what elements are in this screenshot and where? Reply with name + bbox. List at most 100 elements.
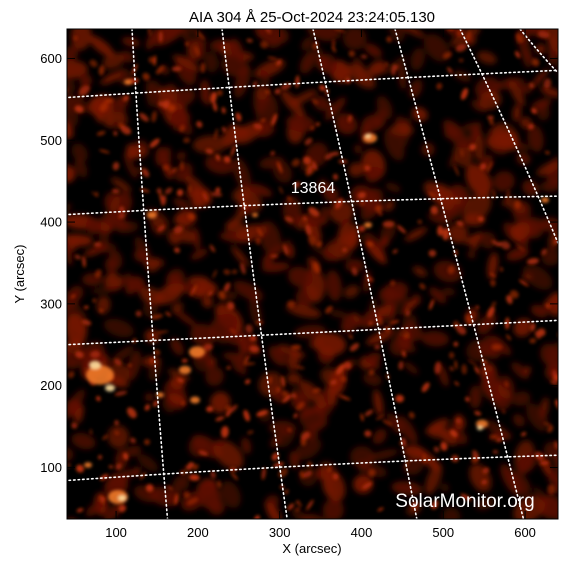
emission-fleck bbox=[474, 366, 480, 374]
emission-patch bbox=[210, 391, 231, 414]
emission-patch bbox=[354, 144, 362, 154]
emission-fleck bbox=[514, 200, 521, 209]
emission-fleck bbox=[111, 188, 120, 194]
emission-fleck bbox=[226, 301, 235, 310]
emission-patch bbox=[125, 284, 135, 295]
emission-patch bbox=[312, 95, 331, 112]
emission-patch bbox=[190, 248, 208, 260]
emission-patch bbox=[261, 262, 290, 273]
emission-fleck bbox=[430, 205, 439, 215]
emission-fleck bbox=[89, 428, 93, 436]
emission-patch bbox=[205, 366, 224, 386]
emission-fleck bbox=[332, 39, 335, 49]
emission-fleck bbox=[151, 110, 157, 123]
emission-fleck bbox=[118, 213, 126, 219]
emission-fleck bbox=[531, 108, 537, 114]
emission-fleck bbox=[226, 366, 231, 370]
emission-fleck bbox=[181, 401, 185, 406]
emission-fleck bbox=[465, 314, 472, 325]
emission-fleck bbox=[112, 161, 120, 171]
emission-fleck bbox=[223, 156, 231, 163]
emission-fleck bbox=[364, 430, 372, 437]
x-axis: 100 200 300 400 500 600 bbox=[105, 29, 536, 540]
emission-fleck bbox=[303, 215, 307, 222]
emission-patch bbox=[478, 335, 502, 357]
emission-fleck bbox=[276, 387, 280, 393]
emission-patch bbox=[323, 188, 339, 202]
emission-patch bbox=[463, 192, 492, 223]
emission-fleck bbox=[515, 32, 523, 43]
bright-knot bbox=[89, 360, 101, 370]
bright-knot bbox=[365, 133, 371, 139]
emission-fleck bbox=[283, 244, 289, 256]
emission-patch bbox=[286, 114, 316, 133]
emission-patch bbox=[230, 357, 242, 373]
emission-patch bbox=[508, 79, 525, 107]
emission-fleck bbox=[460, 493, 472, 501]
emission-patch bbox=[319, 206, 331, 219]
emission-patch bbox=[216, 438, 225, 447]
emission-fleck bbox=[489, 435, 499, 439]
emission-fleck bbox=[210, 192, 223, 197]
emission-patch bbox=[142, 301, 159, 318]
bright-knot bbox=[105, 384, 115, 392]
emission-patch bbox=[540, 86, 558, 98]
emission-fleck bbox=[203, 343, 213, 351]
emission-fleck bbox=[135, 310, 142, 317]
emission-patch bbox=[536, 102, 550, 121]
emission-fleck bbox=[255, 320, 264, 324]
emission-fleck bbox=[468, 143, 477, 151]
emission-patch bbox=[280, 89, 305, 118]
emission-patch bbox=[492, 171, 515, 192]
emission-fleck bbox=[281, 390, 290, 398]
emission-patch bbox=[145, 29, 160, 50]
emission-fleck bbox=[293, 413, 298, 419]
emission-fleck bbox=[271, 113, 278, 126]
emission-fleck bbox=[360, 54, 368, 59]
emission-fleck bbox=[200, 62, 206, 74]
emission-fleck bbox=[492, 450, 499, 454]
emission-patch bbox=[353, 474, 373, 494]
emission-fleck bbox=[186, 497, 199, 505]
emission-fleck bbox=[477, 216, 484, 222]
emission-fleck bbox=[541, 248, 547, 256]
emission-fleck bbox=[332, 173, 339, 180]
emission-patch bbox=[233, 280, 264, 301]
emission-patch bbox=[90, 286, 122, 294]
emission-fleck bbox=[535, 451, 544, 461]
emission-patch bbox=[171, 109, 190, 128]
emission-fleck bbox=[342, 247, 348, 253]
emission-patch bbox=[176, 151, 187, 161]
emission-patch bbox=[511, 362, 529, 380]
emission-fleck bbox=[158, 101, 164, 107]
emission-patch bbox=[442, 287, 456, 296]
emission-patch bbox=[67, 165, 76, 183]
emission-fleck bbox=[74, 105, 84, 113]
emission-fleck bbox=[362, 481, 373, 490]
emission-fleck bbox=[202, 191, 208, 202]
emission-fleck bbox=[255, 237, 261, 245]
emission-patch bbox=[325, 270, 342, 301]
emission-fleck bbox=[235, 112, 242, 122]
emission-patch bbox=[298, 380, 325, 405]
emission-fleck bbox=[351, 267, 358, 276]
emission-patch bbox=[412, 266, 427, 277]
emission-patch bbox=[291, 509, 315, 519]
emission-fleck bbox=[505, 317, 510, 330]
emission-fleck bbox=[515, 243, 525, 251]
emission-patch bbox=[512, 413, 525, 427]
emission-fleck bbox=[189, 474, 200, 481]
emission-patch bbox=[230, 38, 244, 60]
emission-fleck bbox=[311, 99, 319, 105]
emission-fleck bbox=[198, 450, 209, 456]
emission-fleck bbox=[487, 115, 494, 120]
emission-fleck bbox=[433, 446, 440, 453]
emission-patch bbox=[70, 29, 92, 51]
y-tick-label: 100 bbox=[40, 460, 62, 475]
emission-patch bbox=[67, 389, 86, 420]
emission-fleck bbox=[502, 409, 506, 414]
emission-fleck bbox=[307, 164, 316, 175]
emission-fleck bbox=[183, 491, 191, 499]
emission-patch bbox=[512, 104, 522, 122]
emission-patch bbox=[301, 37, 314, 51]
